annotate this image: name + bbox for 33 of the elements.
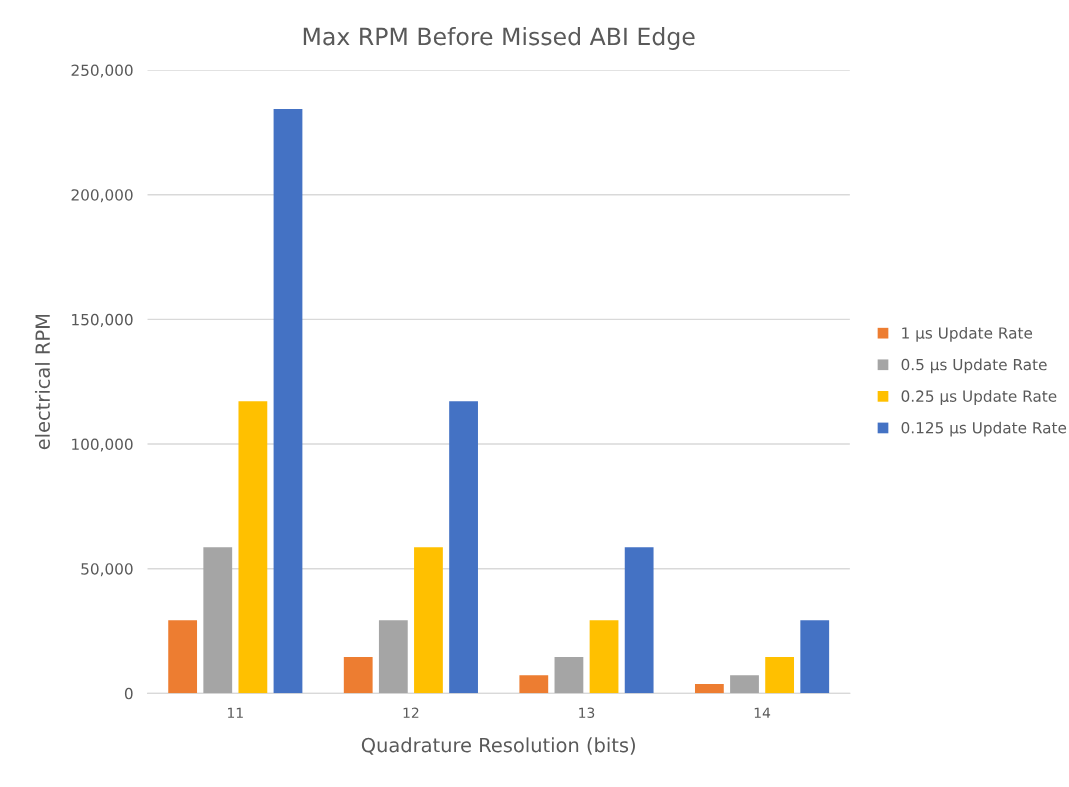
bar <box>378 620 408 694</box>
bar <box>238 401 268 694</box>
bar <box>624 547 654 694</box>
y-tick-label: 50,000 <box>81 563 133 577</box>
y-tick-label: 100,000 <box>72 438 133 452</box>
legend-label: 0.25 µs Update Rate <box>901 390 1057 405</box>
bar <box>800 620 830 694</box>
y-axis-title: electrical RPM <box>34 314 51 450</box>
bar <box>554 656 584 694</box>
bar <box>414 547 443 694</box>
y-tick-label: 200,000 <box>71 189 133 203</box>
bar <box>203 547 233 694</box>
x-tick-label: 13 <box>579 707 595 718</box>
bar <box>449 401 478 694</box>
x-axis-title: Quadrature Resolution (bits) <box>361 737 635 755</box>
y-tick-label: 0 <box>124 687 133 700</box>
legend-label: 0.125 µs Update Rate <box>901 421 1067 437</box>
bar <box>589 620 619 694</box>
bar <box>694 684 724 694</box>
bar <box>730 675 759 694</box>
bar <box>168 620 198 694</box>
y-tick-label: 150,000 <box>72 313 133 327</box>
bar <box>765 656 795 694</box>
bar <box>273 108 303 694</box>
bar <box>519 675 549 694</box>
legend-label: 0.5 µs Update Rate <box>901 358 1047 374</box>
y-tick-label: 250,000 <box>71 64 133 78</box>
x-tick-label: 14 <box>754 707 771 718</box>
bar <box>343 656 373 694</box>
chart-title: Max RPM Before Missed ABI Edge <box>303 27 695 50</box>
legend-label: 1 µs Update Rate <box>902 326 1033 342</box>
x-tick-label: 11 <box>228 707 243 718</box>
x-tick-label: 12 <box>403 707 419 718</box>
